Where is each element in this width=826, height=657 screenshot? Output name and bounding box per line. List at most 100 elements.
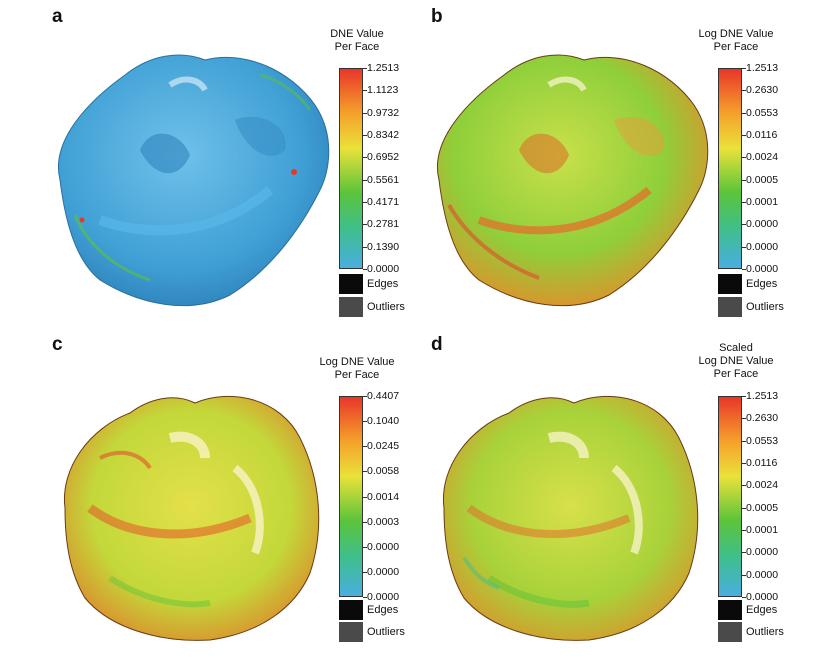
colorbar-tick-mark bbox=[742, 68, 746, 69]
colorbar-tick-label: 0.0001 bbox=[746, 196, 779, 208]
colorbar-tick-label: 0.0000 bbox=[367, 591, 400, 603]
edges-swatch bbox=[718, 600, 742, 620]
tooth-mesh-d bbox=[442, 396, 699, 641]
colorbar-tick-label: 1.2513 bbox=[746, 62, 779, 74]
legend-title: Log DNE Value Per Face bbox=[698, 28, 774, 53]
outliers-label: Outliers bbox=[367, 301, 405, 313]
colorbar-tick-mark bbox=[363, 522, 367, 523]
colorbar-tick-mark bbox=[742, 157, 746, 158]
colorbar-tick-label: 0.6952 bbox=[367, 151, 400, 163]
outliers-swatch bbox=[718, 297, 742, 317]
panel-letter: c bbox=[52, 334, 63, 355]
colorbar bbox=[339, 68, 363, 269]
outliers-swatch bbox=[718, 622, 742, 642]
colorbar-tick-mark bbox=[742, 508, 746, 509]
colorbar bbox=[339, 396, 363, 597]
colorbar-tick-mark bbox=[363, 471, 367, 472]
colorbar bbox=[718, 396, 742, 597]
colorbar-tick-label: 0.0000 bbox=[746, 591, 779, 603]
colorbar-tick-label: 1.2513 bbox=[367, 62, 400, 74]
panel-b: b Log DNE Value Per Face Edges Outliers … bbox=[379, 0, 792, 328]
colorbar-tick-label: 0.0014 bbox=[367, 491, 400, 503]
colorbar-tick-mark bbox=[363, 421, 367, 422]
colorbar-tick-mark bbox=[363, 547, 367, 548]
panel-a: a DNE Value Per Face Edges Outliers 1.25… bbox=[0, 0, 413, 328]
colorbar-tick-label: 0.2781 bbox=[367, 218, 400, 230]
colorbar-tick-mark bbox=[363, 68, 367, 69]
colorbar-tick-mark bbox=[363, 597, 367, 598]
colorbar-tick-label: 0.0003 bbox=[367, 516, 400, 528]
colorbar-tick-mark bbox=[742, 485, 746, 486]
colorbar-tick-label: 0.0000 bbox=[746, 546, 779, 558]
colorbar-tick-mark bbox=[742, 575, 746, 576]
colorbar-tick-mark bbox=[363, 497, 367, 498]
colorbar-tick-mark bbox=[363, 113, 367, 114]
colorbar-tick-label: 0.0116 bbox=[746, 129, 778, 141]
colorbar-tick-mark bbox=[363, 247, 367, 248]
outliers-swatch bbox=[339, 622, 363, 642]
colorbar-tick-label: 0.0553 bbox=[746, 107, 779, 119]
colorbar-tick-mark bbox=[363, 157, 367, 158]
legend-title: Log DNE Value Per Face bbox=[319, 356, 395, 381]
colorbar-tick-label: 0.0000 bbox=[746, 569, 779, 581]
colorbar-tick-label: 0.9732 bbox=[367, 107, 400, 119]
colorbar-tick-label: 0.0005 bbox=[746, 502, 779, 514]
legend-title: Scaled Log DNE Value Per Face bbox=[698, 342, 774, 380]
colorbar-tick-mark bbox=[363, 269, 367, 270]
colorbar-tick-label: 0.4171 bbox=[367, 196, 400, 208]
colorbar-tick-label: 0.5561 bbox=[367, 174, 400, 186]
panel-letter: d bbox=[431, 334, 443, 355]
edges-label: Edges bbox=[746, 278, 778, 290]
tooth-mesh-b bbox=[437, 54, 709, 307]
colorbar-tick-mark bbox=[742, 530, 746, 531]
outliers-swatch bbox=[339, 297, 363, 317]
colorbar-tick-mark bbox=[742, 247, 746, 248]
colorbar-tick-mark bbox=[742, 396, 746, 397]
colorbar-tick-label: 1.1123 bbox=[367, 84, 399, 96]
colorbar-tick-mark bbox=[363, 446, 367, 447]
colorbar-tick-mark bbox=[742, 418, 746, 419]
colorbar-tick-label: 0.0024 bbox=[746, 479, 779, 491]
colorbar-tick-label: 1.2513 bbox=[746, 390, 779, 402]
tooth-mesh-a bbox=[58, 54, 330, 307]
colorbar-tick-mark bbox=[363, 396, 367, 397]
colorbar-tick-label: 0.0116 bbox=[746, 457, 778, 469]
colorbar-tick-mark bbox=[742, 135, 746, 136]
colorbar-tick-label: 0.0005 bbox=[746, 174, 779, 186]
colorbar-tick-label: 0.0024 bbox=[746, 151, 779, 163]
edges-swatch bbox=[718, 274, 742, 294]
colorbar-tick-label: 0.0000 bbox=[746, 241, 779, 253]
colorbar-tick-mark bbox=[742, 441, 746, 442]
legend-title: DNE Value Per Face bbox=[330, 28, 384, 53]
colorbar-tick-label: 0.0000 bbox=[746, 263, 779, 275]
colorbar-tick-mark bbox=[363, 90, 367, 91]
outliers-label: Outliers bbox=[746, 626, 784, 638]
colorbar-tick-label: 0.0245 bbox=[367, 440, 400, 452]
colorbar-tick-label: 0.2630 bbox=[746, 412, 779, 424]
colorbar-tick-label: 0.8342 bbox=[367, 129, 400, 141]
edges-swatch bbox=[339, 274, 363, 294]
colorbar-tick-mark bbox=[742, 552, 746, 553]
colorbar-tick-mark bbox=[363, 202, 367, 203]
edges-label: Edges bbox=[367, 278, 399, 290]
colorbar-tick-label: 0.0000 bbox=[746, 218, 779, 230]
colorbar-tick-label: 0.1390 bbox=[367, 241, 400, 253]
panel-letter: a bbox=[52, 6, 63, 27]
colorbar-tick-label: 0.1040 bbox=[367, 415, 400, 427]
colorbar-tick-label: 0.0000 bbox=[367, 263, 400, 275]
colorbar-tick-mark bbox=[742, 269, 746, 270]
colorbar-tick-mark bbox=[742, 224, 746, 225]
colorbar-tick-mark bbox=[363, 135, 367, 136]
edges-swatch bbox=[339, 600, 363, 620]
colorbar-tick-label: 0.0000 bbox=[367, 566, 400, 578]
colorbar-tick-mark bbox=[363, 224, 367, 225]
colorbar-tick-mark bbox=[363, 180, 367, 181]
colorbar-tick-label: 0.0000 bbox=[367, 541, 400, 553]
colorbar-tick-mark bbox=[742, 113, 746, 114]
panel-d: d Scaled Log DNE Value Per Face Edges Ou… bbox=[379, 328, 792, 656]
colorbar-tick-label: 0.2630 bbox=[746, 84, 779, 96]
panel-letter: b bbox=[431, 6, 443, 27]
colorbar-tick-mark bbox=[742, 202, 746, 203]
colorbar-tick-label: 0.4407 bbox=[367, 390, 400, 402]
edges-label: Edges bbox=[367, 604, 399, 616]
